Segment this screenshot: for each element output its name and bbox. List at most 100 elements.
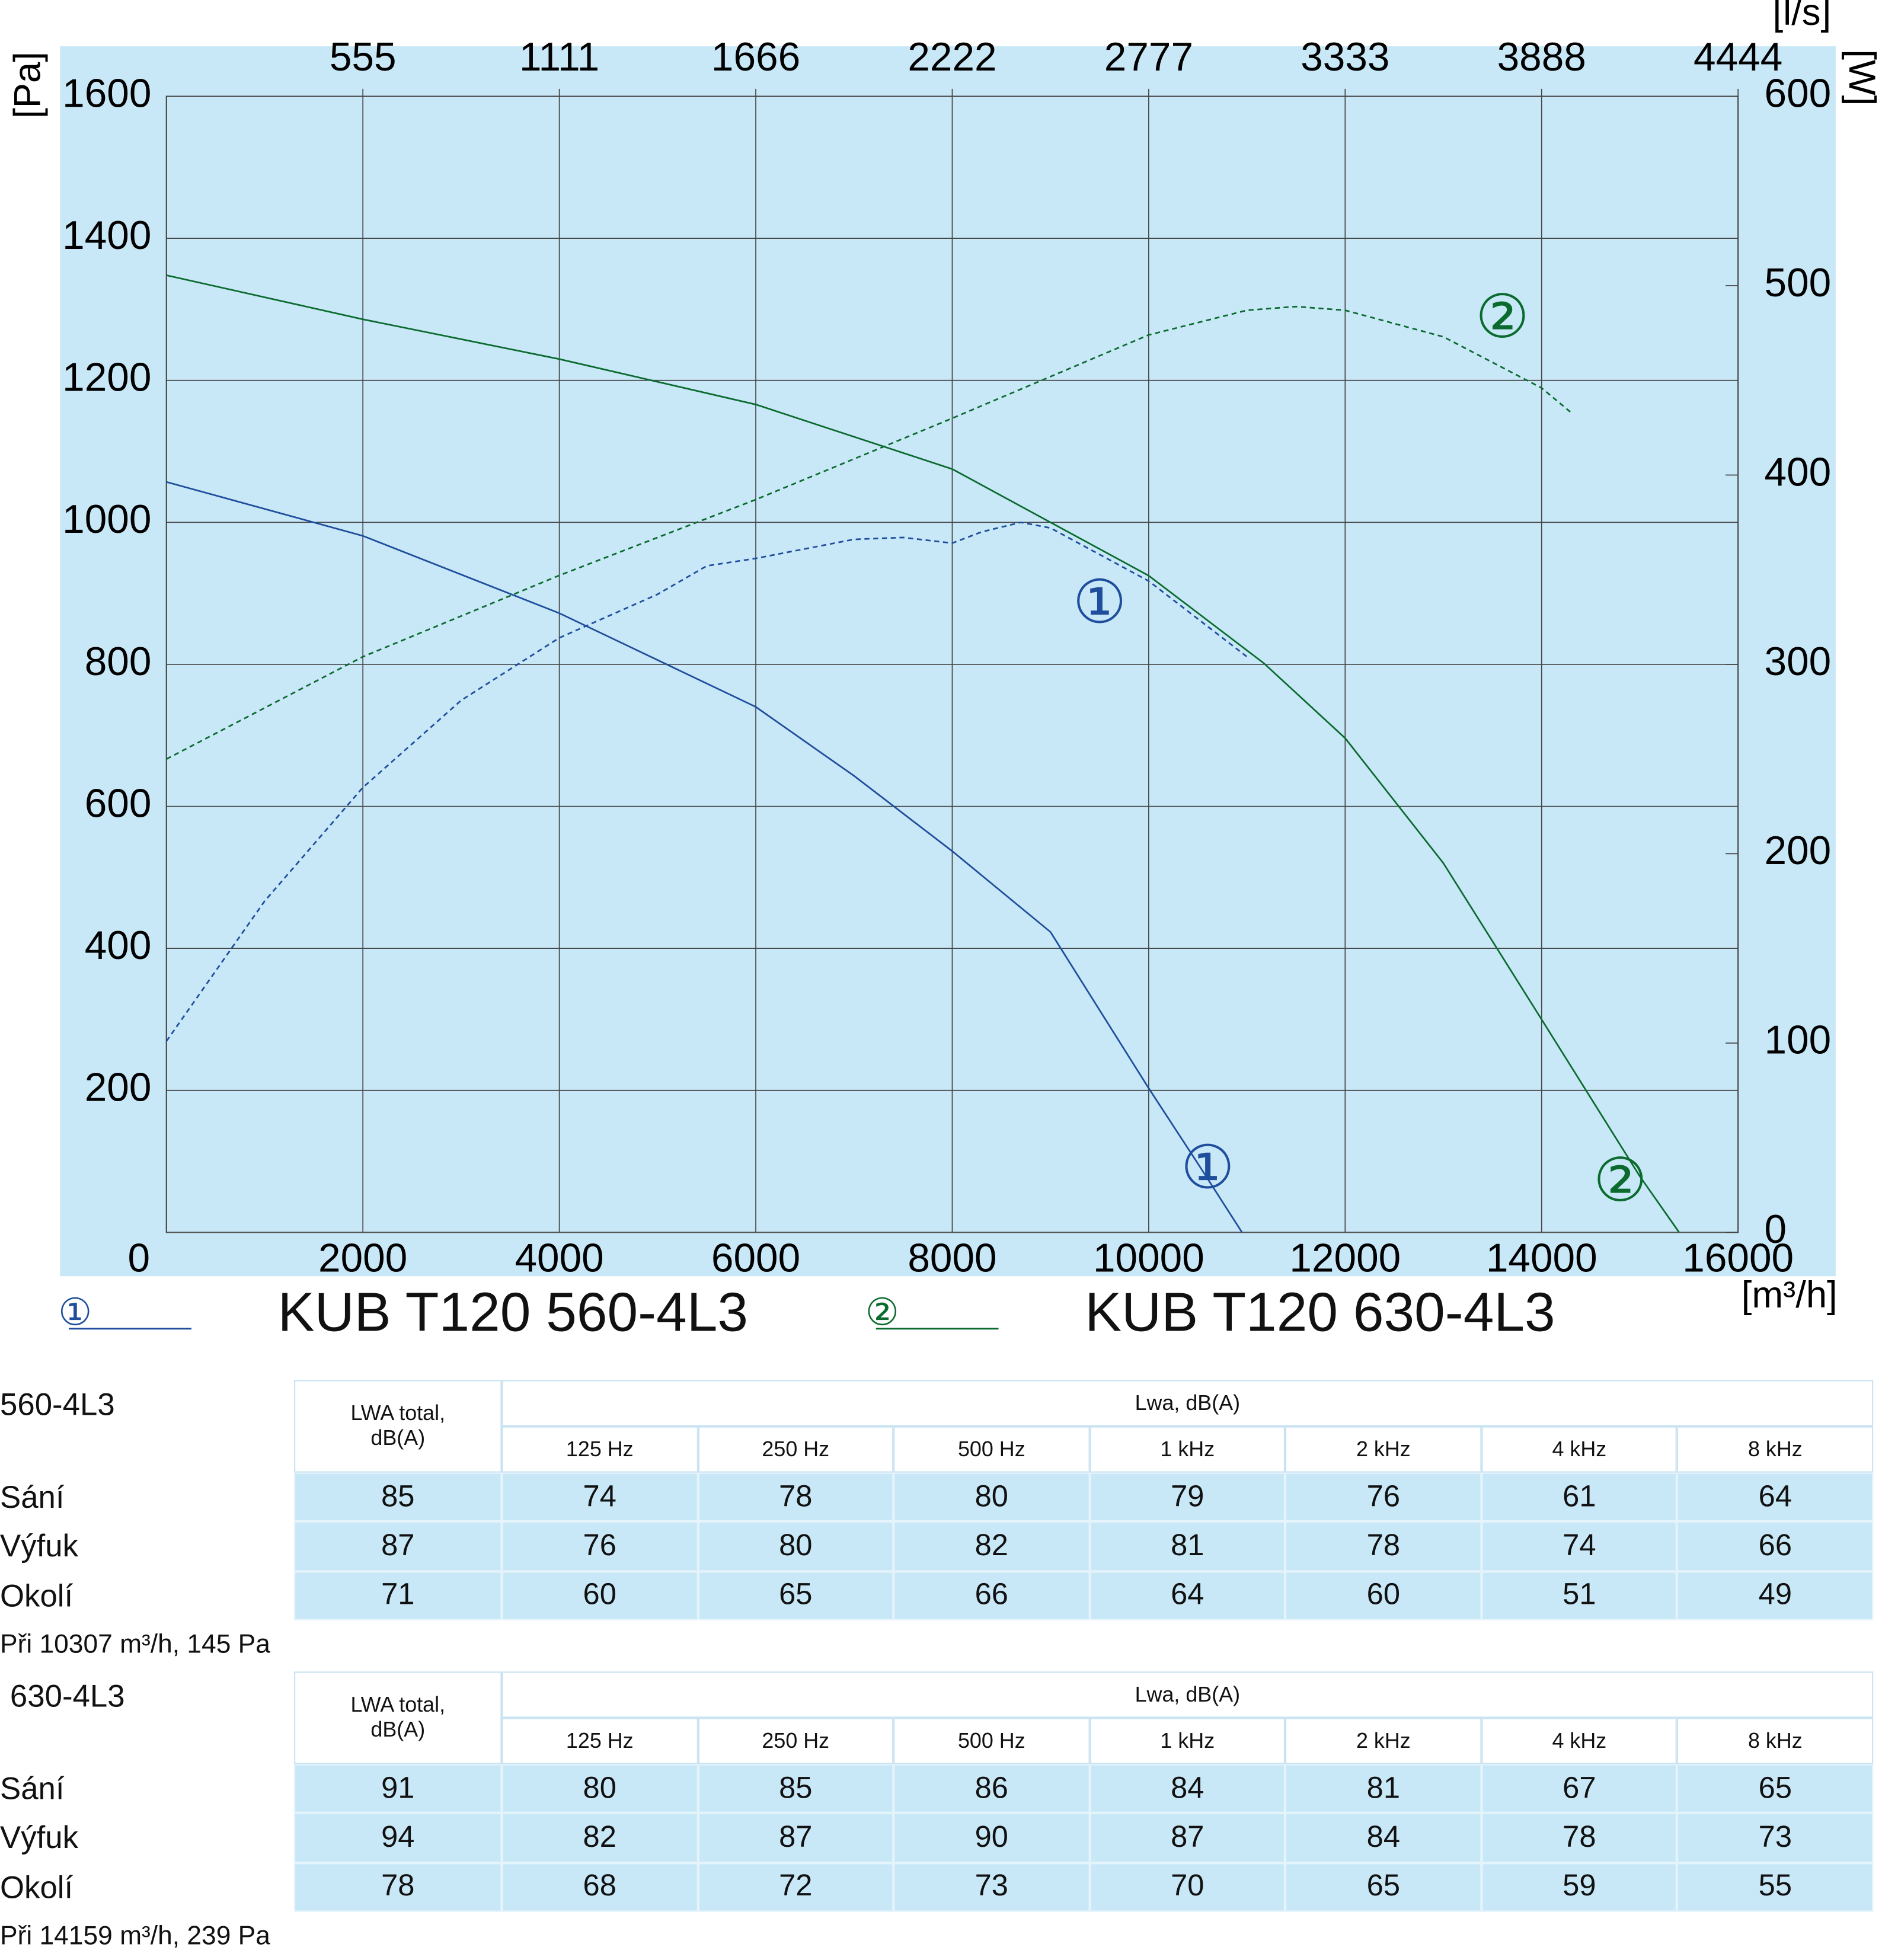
table-value: 85: [294, 1472, 502, 1522]
table-value: 49: [1677, 1571, 1874, 1620]
row-label: Sání: [0, 1772, 65, 1807]
x2-tick-label: 3333: [1301, 35, 1389, 79]
header-band: 8 kHz: [1677, 1718, 1874, 1764]
header-band: 250 Hz: [698, 1426, 894, 1473]
header-band: 500 Hz: [893, 1426, 1090, 1473]
table-value: 80: [501, 1764, 698, 1814]
x2-tick-label: 2222: [908, 35, 996, 79]
table-value: 84: [1089, 1764, 1286, 1814]
y2-tick-label: 200: [1765, 829, 1832, 873]
table-value: 90: [893, 1813, 1090, 1863]
table-title: 560-4L3: [0, 1387, 115, 1423]
table-value: 64: [1677, 1472, 1874, 1522]
table-value: 85: [698, 1764, 894, 1814]
table-value: 87: [294, 1521, 502, 1571]
legend-label: KUB T120 560-4L3: [278, 1281, 748, 1342]
table-value: 51: [1481, 1571, 1677, 1620]
x-tick-label: 6000: [711, 1236, 800, 1281]
table-value: 94: [294, 1813, 502, 1863]
y-tick-label: 200: [85, 1066, 152, 1110]
table-value: 76: [501, 1521, 698, 1571]
y-tick-label: 1600: [62, 71, 151, 116]
table-value: 86: [893, 1764, 1090, 1814]
table-value: 82: [501, 1813, 698, 1863]
x2-tick-label: 2777: [1104, 35, 1193, 79]
table-value: 65: [698, 1571, 894, 1620]
x2-tick-label: 4444: [1694, 35, 1782, 79]
y2-tick-label: 500: [1765, 261, 1832, 305]
header-band: 8 kHz: [1677, 1426, 1874, 1473]
curve-annotation: ②: [1593, 1147, 1647, 1214]
header-group: Lwa, dB(A): [501, 1380, 1874, 1427]
table-value: 74: [1481, 1521, 1677, 1571]
legend-label: KUB T120 630-4L3: [1085, 1281, 1555, 1342]
header-band: 125 Hz: [501, 1718, 698, 1764]
header-group: Lwa, dB(A): [501, 1671, 1874, 1718]
table-value: 73: [1677, 1813, 1874, 1863]
y2-tick-label: 300: [1765, 640, 1832, 684]
table-value: 65: [1285, 1862, 1482, 1912]
table-value: 78: [1481, 1813, 1677, 1863]
y-axis-label: [Pa]: [7, 52, 48, 119]
row-label: Výfuk: [0, 1529, 79, 1565]
table-value: 61: [1481, 1472, 1677, 1522]
header-band: 125 Hz: [501, 1426, 698, 1473]
y-tick-label: 400: [85, 923, 152, 968]
row-label: Okolí: [0, 1578, 74, 1614]
header-total: LWA total, dB(A): [294, 1671, 502, 1764]
x-tick-label: 16000: [1682, 1236, 1794, 1281]
table-value: 74: [501, 1472, 698, 1522]
row-label: Sání: [0, 1480, 65, 1515]
table-note: Při 14159 m³/h, 239 Pa: [0, 1921, 270, 1951]
curve-annotation: ①: [1181, 1134, 1235, 1201]
table-value: 81: [1089, 1521, 1286, 1571]
header-band: 2 kHz: [1285, 1718, 1482, 1764]
x-tick-label: 10000: [1093, 1236, 1204, 1281]
table-value: 84: [1285, 1813, 1482, 1863]
table-value: 91: [294, 1764, 502, 1814]
header-total: LWA total, dB(A): [294, 1380, 502, 1473]
y-tick-label: 1200: [62, 356, 151, 400]
header-band: 2 kHz: [1285, 1426, 1482, 1473]
y2-tick-label: 100: [1765, 1018, 1832, 1063]
table-value: 72: [698, 1862, 894, 1912]
table-value: 70: [1089, 1862, 1286, 1912]
table-title: 630-4L3: [9, 1678, 125, 1715]
x2-tick-label: 1111: [519, 35, 599, 79]
legend-marker: ①: [58, 1291, 92, 1333]
curve-annotation: ①: [1073, 569, 1127, 636]
y-tick-label: 600: [85, 781, 152, 826]
table-value: 59: [1481, 1862, 1677, 1912]
table-value: 78: [1285, 1521, 1482, 1571]
power-curve: [165, 521, 1248, 1042]
y-tick-label: 1000: [62, 497, 151, 542]
pressure-curve: [166, 481, 1243, 1233]
header-band: 1 kHz: [1089, 1718, 1286, 1764]
table-value: 78: [294, 1862, 502, 1912]
table-value: 71: [294, 1571, 502, 1620]
y2-tick-label: 0: [1765, 1207, 1787, 1252]
table-value: 87: [698, 1813, 894, 1863]
table-value: 64: [1089, 1571, 1286, 1620]
y-tick-label: 1400: [62, 213, 151, 258]
x-tick-label: 2000: [318, 1236, 407, 1281]
table-value: 79: [1089, 1472, 1286, 1522]
curve-annotation: ②: [1475, 283, 1529, 350]
table-value: 76: [1285, 1472, 1482, 1522]
table-value: 68: [501, 1862, 698, 1912]
x-axis-label: [m³/h]: [1742, 1274, 1838, 1316]
x2-tick-label: 1666: [711, 35, 800, 79]
table-value: 80: [698, 1521, 894, 1571]
row-label: Výfuk: [0, 1821, 79, 1856]
x2-tick-label: 3888: [1497, 35, 1586, 79]
y2-tick-label: 400: [1765, 450, 1832, 494]
y2-tick-label: 600: [1765, 71, 1832, 116]
table-value: 66: [893, 1571, 1090, 1620]
header-band: 4 kHz: [1481, 1426, 1677, 1473]
chart-background: [60, 46, 1836, 1277]
table-value: 67: [1481, 1764, 1677, 1814]
table-value: 87: [1089, 1813, 1286, 1863]
table-note: Při 10307 m³/h, 145 Pa: [0, 1630, 270, 1659]
x2-axis-label: [l/s]: [1773, 0, 1832, 33]
table-value: 66: [1677, 1521, 1874, 1571]
